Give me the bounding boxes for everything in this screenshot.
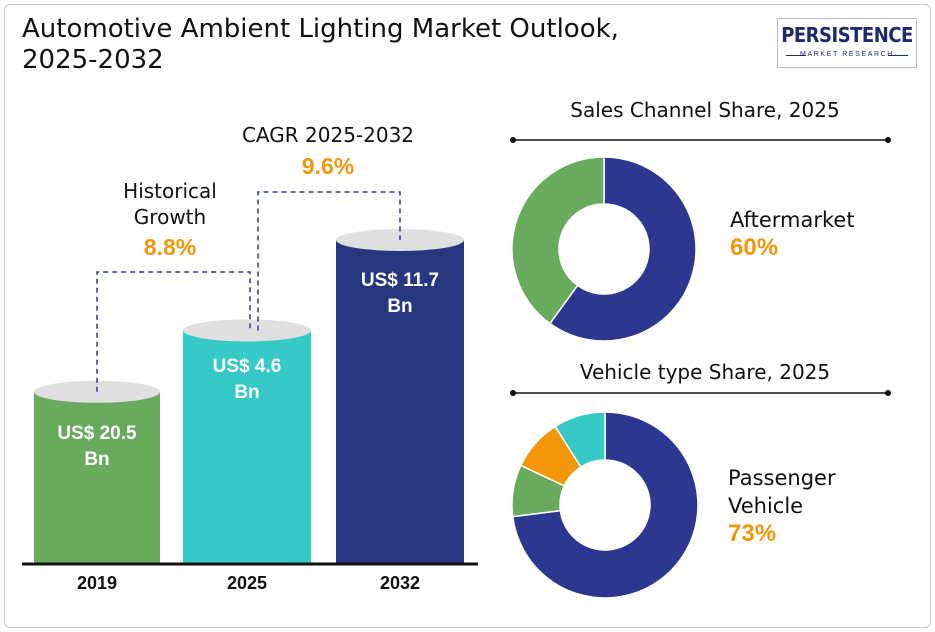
passenger-vehicle-label: Passenger Vehicle 73%	[728, 464, 836, 548]
section-rule-dot-left-0	[510, 137, 516, 143]
section-rule-dot-right-0	[885, 137, 891, 143]
bar-value-label-2025: US$ 4.6 Bn	[212, 356, 282, 403]
x-tick-2032: 2032	[379, 573, 421, 593]
sales-channel-donut-slice-1	[511, 156, 605, 325]
persistence-logo: PERSISTENCE MARKET RESEARCH	[777, 18, 917, 68]
logo-rule-left	[786, 55, 806, 56]
cagr-value: 9.6%	[301, 153, 355, 179]
section-rule-dot-right-1	[885, 390, 891, 396]
logo-rule-right	[888, 55, 908, 56]
aftermarket-text: Aftermarket	[730, 208, 855, 232]
cagr-annotation: CAGR 2025-2032 9.6%	[238, 122, 418, 180]
logo-brand: PERSISTENCE	[781, 23, 913, 47]
cagr-connector	[257, 191, 401, 331]
section-rule-dot-left-1	[510, 390, 516, 396]
aftermarket-pct: 60%	[730, 234, 779, 261]
historical-value: 8.8%	[143, 234, 197, 260]
logo-sub: MARKET RESEARCH	[800, 51, 894, 58]
title-line-1: Automotive Ambient Lighting Market Outlo…	[22, 14, 619, 44]
historical-label-1: Historical	[123, 179, 217, 203]
sales-channel-donut-slice-0	[548, 156, 697, 342]
cagr-label: CAGR 2025-2032	[241, 123, 415, 147]
bar-value-label-2019: US$ 20.5 Bn	[57, 423, 137, 470]
vehicle-type-donut-slice-3	[554, 411, 606, 469]
passenger-pct: 73%	[728, 520, 777, 547]
bar-top-2025	[183, 319, 311, 342]
x-tick-2025: 2025	[226, 573, 268, 593]
bar-value-label-2032: US$ 11.7 Bn	[360, 270, 440, 317]
vehicle-type-donut-slice-0	[511, 411, 699, 599]
bar-2032	[336, 240, 464, 563]
vehicle-type-title: Vehicle type Share, 2025	[579, 360, 831, 384]
historical-label-2: Growth	[133, 205, 207, 229]
x-tick-2019: 2019	[76, 573, 118, 593]
passenger-text-1: Passenger	[728, 466, 836, 490]
title-line-2: 2025-2032	[22, 45, 164, 75]
passenger-text-2: Vehicle	[728, 494, 804, 518]
bar-2025	[183, 330, 311, 563]
bar-2019	[34, 391, 160, 563]
sales-channel-title: Sales Channel Share, 2025	[570, 98, 840, 122]
historical-growth-annotation: Historical Growth 8.8%	[100, 178, 240, 261]
aftermarket-label: Aftermarket 60%	[730, 206, 855, 262]
page-title: Automotive Ambient Lighting Market Outlo…	[22, 14, 702, 76]
